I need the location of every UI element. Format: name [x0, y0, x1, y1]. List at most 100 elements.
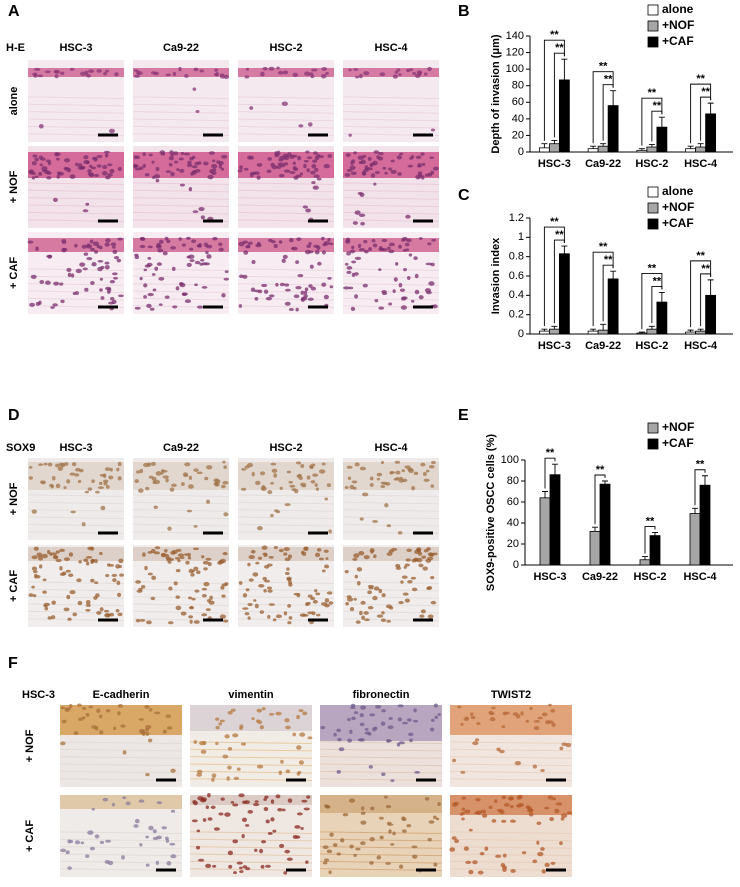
cell: [419, 614, 425, 618]
cell: [461, 817, 465, 821]
cell: [78, 560, 82, 564]
legend-label: +NOF: [662, 18, 694, 32]
cell: [510, 819, 516, 823]
cell: [404, 242, 410, 247]
cell: [113, 255, 120, 260]
cell: [196, 829, 201, 833]
cell: [138, 718, 145, 721]
micrograph: [237, 458, 335, 540]
cell: [240, 487, 247, 491]
cell: [266, 586, 272, 590]
cell: [254, 800, 259, 803]
stroma-fiber: [132, 581, 230, 585]
cell: [353, 853, 357, 857]
bar: [587, 148, 599, 153]
cell: [105, 709, 111, 713]
cell: [381, 482, 389, 485]
cell: [407, 580, 413, 584]
cell: [77, 600, 83, 606]
cell: [388, 549, 395, 553]
cell: [144, 173, 150, 177]
stroma-fiber: [342, 588, 440, 592]
cell: [155, 179, 160, 183]
error-bar: [638, 331, 645, 334]
cell: [404, 598, 411, 603]
cell: [227, 710, 233, 715]
stroma-fiber: [342, 596, 440, 599]
cell: [354, 462, 360, 467]
cell: [61, 239, 67, 243]
bar: [607, 278, 619, 335]
row-label: + CAF: [24, 820, 36, 852]
cell: [197, 858, 205, 862]
cell: [96, 164, 102, 168]
cell: [476, 721, 481, 725]
x-tick-label: HSC-4: [684, 158, 718, 170]
cell: [43, 604, 48, 608]
cell: [96, 611, 102, 615]
error-bar: [648, 144, 655, 148]
cell: [192, 169, 197, 173]
cell: [59, 565, 63, 571]
cell: [211, 773, 217, 778]
cell: [309, 264, 314, 269]
cell: [213, 827, 220, 831]
cell: [406, 718, 412, 722]
cell: [79, 262, 86, 267]
cell: [314, 589, 318, 593]
y-tick-label: 40: [507, 517, 519, 529]
cell: [267, 490, 273, 495]
y-axis-title: Invasion index: [490, 237, 502, 314]
cell: [337, 737, 342, 742]
cell: [192, 210, 199, 214]
cell: [388, 829, 392, 834]
cell: [349, 844, 354, 849]
cell: [426, 585, 433, 590]
cell: [90, 559, 94, 564]
cell: [91, 156, 98, 160]
cell: [328, 601, 334, 605]
micrograph: [342, 458, 440, 540]
cell: [380, 484, 386, 489]
cell: [507, 796, 514, 801]
epithelium: [28, 68, 124, 77]
stroma-fiber: [59, 748, 183, 752]
cell: [300, 827, 304, 830]
cell: [354, 210, 361, 215]
cell: [393, 277, 398, 282]
cell: [77, 479, 82, 484]
cell: [211, 164, 218, 169]
cell: [363, 71, 370, 76]
cell: [178, 157, 184, 161]
cell: [294, 825, 301, 829]
cell: [307, 297, 314, 301]
cell: [239, 870, 244, 873]
cell: [135, 580, 142, 584]
cell: [369, 860, 374, 865]
cell: [408, 732, 414, 737]
cell: [303, 159, 309, 163]
y-tick-label: 40: [512, 113, 524, 125]
cell: [310, 170, 316, 175]
cell: [206, 499, 211, 504]
cell: [479, 852, 485, 856]
cell: [35, 575, 41, 579]
cell: [31, 555, 38, 560]
significance-label: **: [555, 229, 564, 241]
cell: [247, 810, 254, 814]
cell: [193, 67, 199, 72]
bar: [599, 483, 611, 566]
cell: [205, 557, 212, 561]
cell: [194, 260, 201, 265]
micrograph: [319, 795, 443, 877]
legend-swatch: [647, 20, 659, 32]
cell: [284, 503, 291, 507]
cell: [292, 166, 297, 171]
cell: [143, 283, 148, 288]
cell: [97, 266, 103, 272]
cell: [173, 151, 179, 156]
bar: [695, 146, 707, 153]
x-tick-label: Ca9-22: [585, 158, 621, 170]
error-bar: [610, 90, 617, 106]
cell: [35, 301, 41, 306]
